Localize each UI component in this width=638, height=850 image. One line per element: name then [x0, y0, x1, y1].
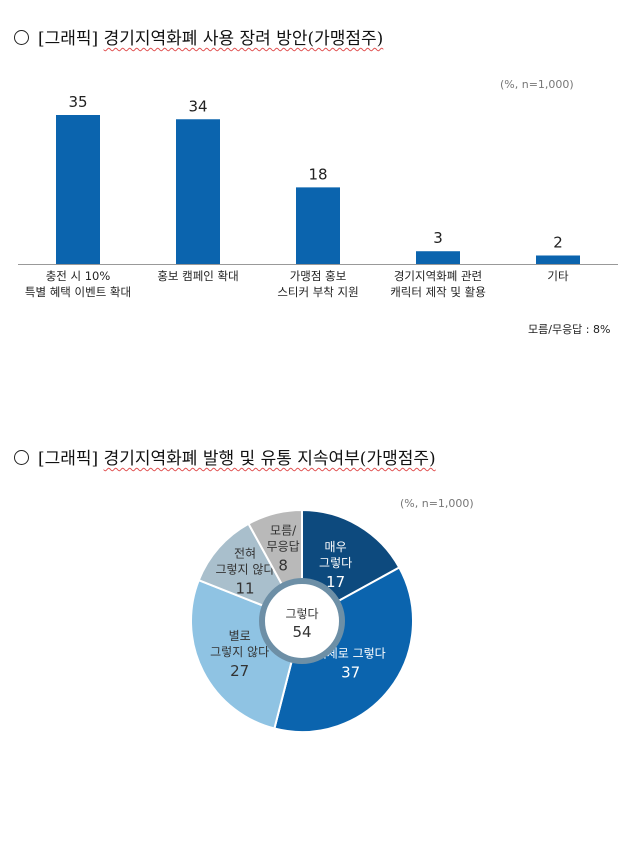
- circle-bullet-icon: [14, 30, 29, 45]
- chart-2-unit-note: (%, n=1,000): [400, 497, 474, 510]
- bar-category-label: 경기지역화폐 관련: [394, 269, 482, 283]
- bar-category-label: 스티커 부착 지원: [277, 285, 358, 299]
- pie-slice-value: 8: [278, 556, 288, 574]
- bar-category-label: 캐릭터 제작 및 활용: [390, 285, 486, 299]
- pie-slice-value: 11: [235, 580, 254, 598]
- bar-value-label: 35: [68, 93, 87, 111]
- bar-category-label: 특별 혜택 이벤트 확대: [25, 285, 131, 299]
- pie-slice-label: 그렇지 않다: [210, 644, 269, 659]
- chart-1-title: 경기지역화폐 사용 장려 방안(가맹점주): [103, 29, 384, 49]
- pie-slice-label: 그렇다: [319, 555, 352, 570]
- bar: [536, 255, 580, 264]
- bar-category-label: 가맹점 홍보: [290, 269, 347, 283]
- bar: [416, 251, 460, 264]
- bar-category-label: 홍보 캠페인 확대: [157, 269, 238, 283]
- pie-slice-label: 별로: [229, 629, 251, 643]
- donut-center-ring: [259, 578, 345, 664]
- pie-slice-label: 무응답: [267, 539, 300, 553]
- chart-1-unit-note: (%, n=1,000): [500, 78, 574, 91]
- donut-center-value: 54: [292, 623, 311, 641]
- bar-value-label: 34: [188, 97, 207, 115]
- circle-bullet-icon: [14, 450, 29, 465]
- donut-center-label: 그렇다: [285, 606, 318, 621]
- chart-2-title: 경기지역화폐 발행 및 유통 지속여부(가맹점주): [103, 449, 436, 469]
- chart-1-footnote: 모름/무응답 : 8%: [528, 323, 611, 336]
- pie-slice: [273, 566, 414, 733]
- bar-category-label: 충전 시 10%: [46, 269, 111, 283]
- chart-2-title-prefix: [그래픽]: [38, 449, 99, 469]
- pie-slice-label: 그렇지 않다: [215, 562, 274, 577]
- bar: [296, 187, 340, 264]
- pie-slice-label: 매우: [325, 540, 347, 554]
- bar: [56, 115, 100, 264]
- bar-chart: 35 충전 시 10% 특별 혜택 이벤트 확대 34 홍보 캠페인 확대 18 가맹점 홍…: [18, 93, 618, 299]
- chart-1-title-prefix: [그래픽]: [38, 29, 99, 49]
- bar-value-label: 18: [308, 165, 327, 183]
- chart-1-heading: [그래픽] 경기지역화폐 사용 장려 방안(가맹점주): [14, 24, 383, 49]
- pie-slice-value: 27: [230, 662, 249, 680]
- bar-value-label: 3: [433, 229, 443, 247]
- bar: [176, 119, 220, 264]
- bar-value-label: 2: [553, 233, 563, 251]
- pie-slice-value: 37: [341, 664, 360, 682]
- chart-2-heading: [그래픽] 경기지역화폐 발행 및 유통 지속여부(가맹점주): [14, 444, 436, 469]
- bar-category-label: 기타: [547, 269, 569, 283]
- pie-slice-label: 전혀: [234, 547, 256, 561]
- pie-slice-value: 17: [326, 573, 345, 591]
- pie-slice-label: 모름/: [270, 523, 297, 537]
